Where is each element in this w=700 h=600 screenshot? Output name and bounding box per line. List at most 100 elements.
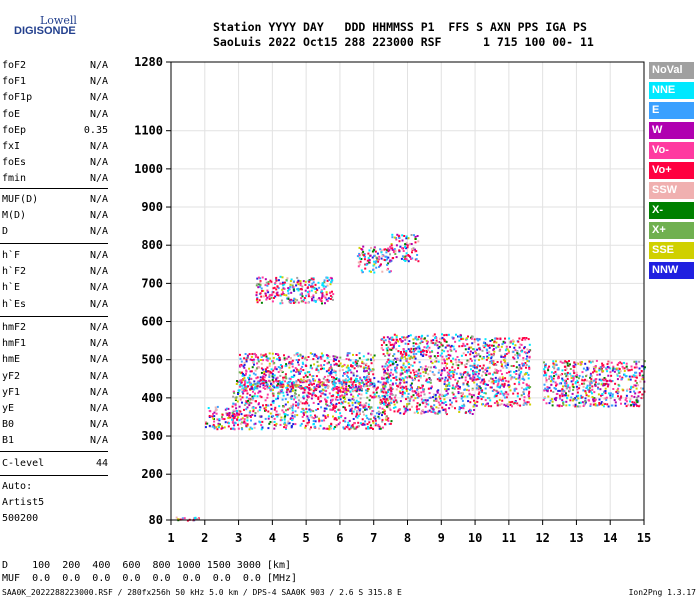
echo-point xyxy=(196,518,199,521)
echo-point xyxy=(256,298,259,301)
echo-point xyxy=(466,395,469,398)
echo-point xyxy=(395,341,397,344)
echo-point xyxy=(343,363,346,366)
echo-point xyxy=(452,397,455,400)
echo-point xyxy=(323,375,326,378)
echo-point xyxy=(274,366,277,369)
echo-point xyxy=(566,362,569,365)
echo-point xyxy=(254,369,257,372)
echo-point xyxy=(265,298,268,301)
echo-point xyxy=(349,359,352,362)
echo-point xyxy=(434,342,437,345)
echo-point xyxy=(250,385,253,388)
echo-point xyxy=(277,382,280,385)
echo-point xyxy=(564,379,567,382)
param-row: yF2 N/A xyxy=(2,371,108,385)
echo-point xyxy=(630,385,633,388)
echo-point xyxy=(304,289,307,292)
echo-point xyxy=(599,388,602,391)
echo-point xyxy=(432,342,435,345)
echo-point xyxy=(412,353,415,356)
echo-point xyxy=(499,369,502,372)
echo-point xyxy=(329,372,332,375)
echo-point xyxy=(502,394,505,397)
echo-point xyxy=(271,389,274,391)
echo-point xyxy=(461,376,464,379)
echo-point xyxy=(335,405,338,408)
echo-point xyxy=(448,384,451,387)
echo-point xyxy=(299,282,302,285)
echo-point xyxy=(283,293,286,296)
echo-point xyxy=(305,365,308,367)
echo-point xyxy=(315,355,318,358)
echo-point xyxy=(629,378,632,381)
echo-point xyxy=(246,354,249,357)
echo-point xyxy=(359,365,362,368)
echo-point xyxy=(263,376,266,379)
echo-point xyxy=(401,388,404,391)
echo-point xyxy=(401,393,404,396)
echo-point xyxy=(277,380,280,383)
echo-point xyxy=(303,381,306,384)
echo-point xyxy=(392,399,395,402)
echo-point xyxy=(292,403,295,406)
echo-point xyxy=(332,403,335,406)
echo-point xyxy=(451,336,454,339)
echo-point xyxy=(526,386,529,389)
echo-point xyxy=(472,405,475,408)
echo-point xyxy=(598,402,601,404)
echo-point xyxy=(525,364,528,366)
echo-point xyxy=(504,360,507,363)
echo-point xyxy=(364,267,367,270)
echo-point xyxy=(265,294,267,297)
echo-point xyxy=(594,398,597,401)
echo-point xyxy=(379,399,382,401)
echo-point xyxy=(393,410,396,413)
echo-point xyxy=(492,354,495,357)
echo-point xyxy=(586,384,589,387)
echo-point xyxy=(486,355,489,358)
echo-point xyxy=(452,363,455,366)
echo-point xyxy=(594,381,597,384)
echo-point xyxy=(345,383,348,386)
echo-point xyxy=(365,358,368,361)
echo-point xyxy=(526,401,529,404)
echo-point xyxy=(554,370,557,373)
echo-point xyxy=(388,360,391,363)
echo-point xyxy=(400,372,403,375)
echo-point xyxy=(260,415,263,418)
echo-point xyxy=(353,427,356,430)
param-name: foE xyxy=(2,108,21,120)
echo-point xyxy=(227,425,230,428)
echo-point xyxy=(244,422,247,425)
echo-point xyxy=(252,372,255,375)
echo-point xyxy=(598,373,601,376)
echo-point xyxy=(271,293,274,296)
echo-point xyxy=(221,413,224,416)
echo-point xyxy=(577,377,580,380)
echo-point xyxy=(270,403,273,406)
echo-point xyxy=(511,405,513,408)
echo-point xyxy=(381,390,384,393)
echo-point xyxy=(291,363,294,365)
echo-point xyxy=(493,395,496,398)
echo-point xyxy=(327,354,330,357)
echo-point xyxy=(397,384,400,387)
echo-point xyxy=(503,384,506,387)
echo-point xyxy=(407,260,410,263)
echo-point xyxy=(294,423,297,426)
echo-point xyxy=(393,396,396,399)
echo-point xyxy=(459,407,462,409)
echo-point xyxy=(416,346,419,349)
echo-point xyxy=(267,410,270,413)
echo-point xyxy=(395,361,397,363)
echo-point xyxy=(216,418,219,421)
echo-point xyxy=(498,398,501,401)
echo-point xyxy=(557,367,560,370)
echo-point xyxy=(240,379,243,382)
echo-point xyxy=(268,387,271,389)
echo-point xyxy=(380,401,383,404)
echo-point xyxy=(484,399,487,402)
echo-point xyxy=(475,371,478,373)
echo-point xyxy=(238,405,241,408)
